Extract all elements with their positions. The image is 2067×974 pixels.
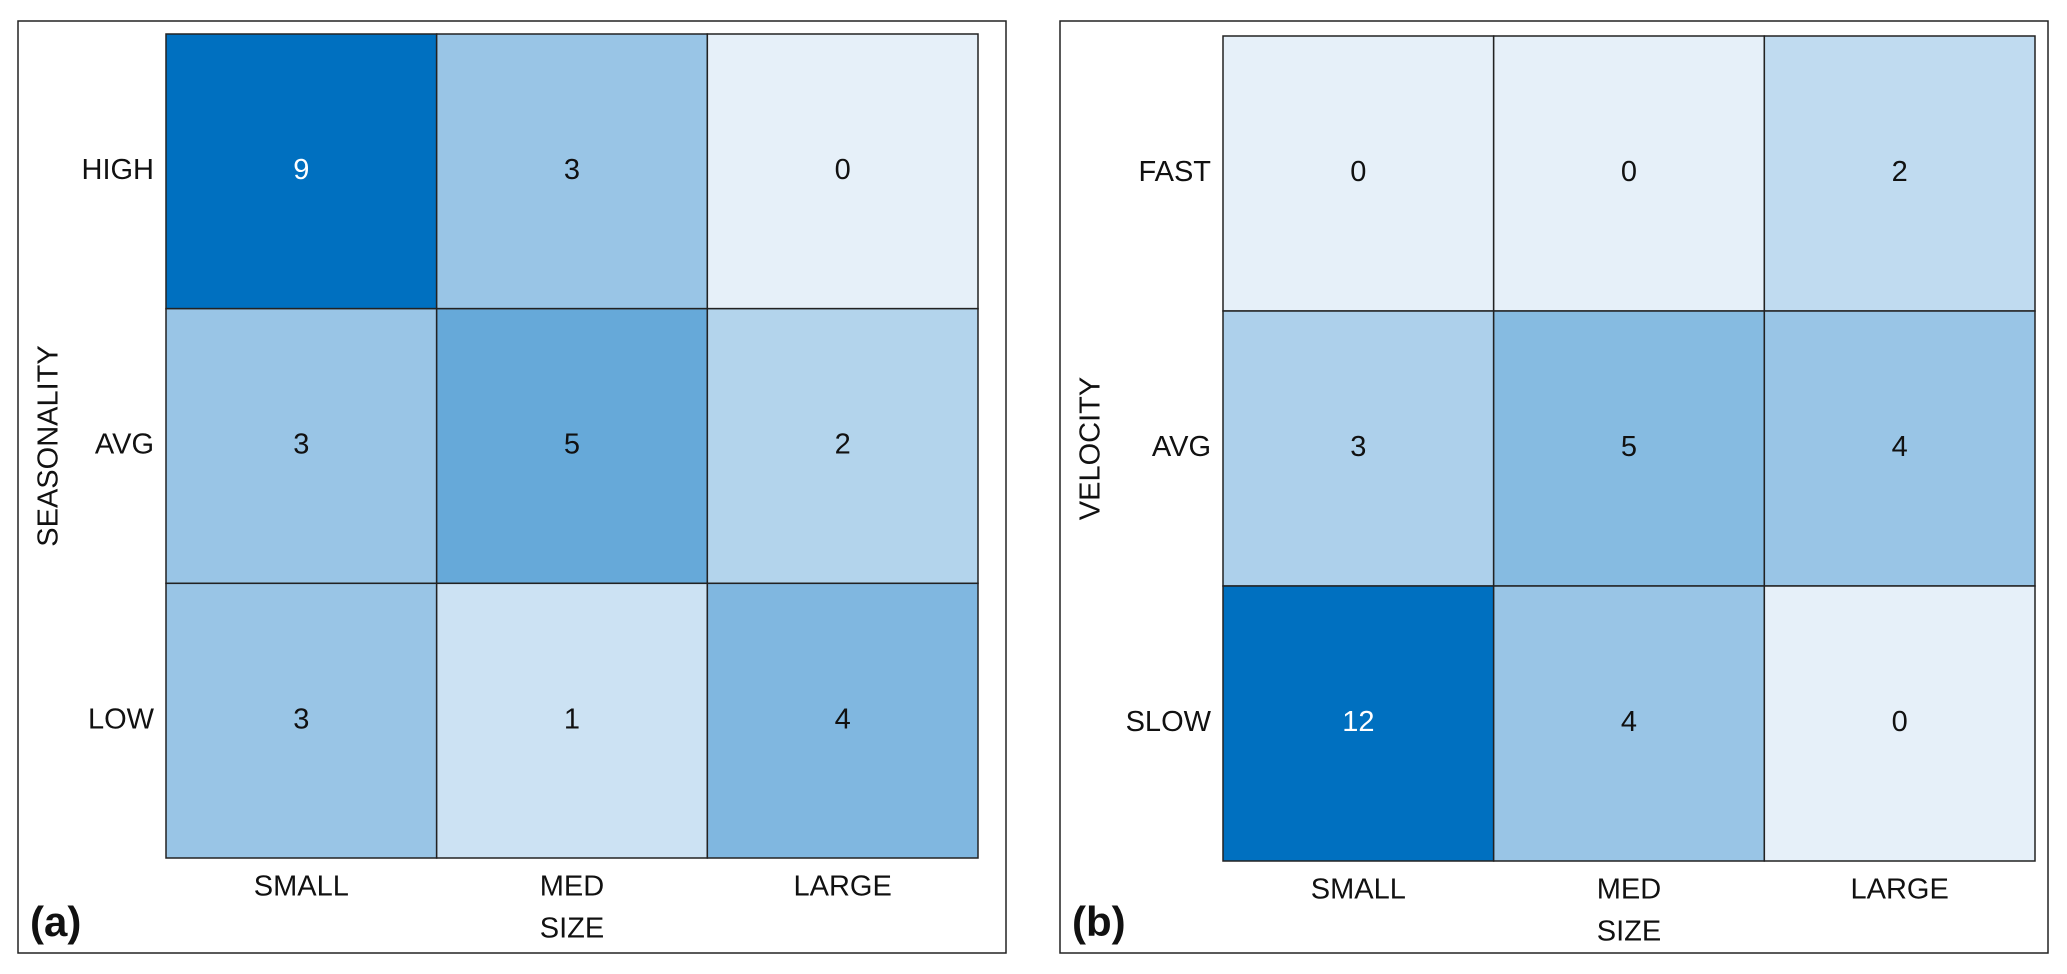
cell-value: 4: [835, 703, 851, 735]
cell-value: 0: [1350, 156, 1366, 188]
heatmap-cell: [1222, 35, 1495, 312]
cell-value: 9: [293, 154, 309, 186]
heatmap-cell: [706, 307, 979, 585]
panel-label: (b): [1072, 898, 1126, 945]
y-tick-label: FAST: [1138, 156, 1211, 188]
x-tick-label: MED: [1597, 874, 1661, 906]
heatmap-cell: [1763, 310, 2036, 587]
heatmap-cell: [1492, 310, 1766, 587]
cell-value: 5: [564, 429, 580, 461]
y-tick-label: AVG: [1152, 431, 1211, 463]
x-tick-label: SMALL: [254, 871, 349, 903]
heatmap-cell: [435, 33, 709, 310]
cell-value: 5: [1621, 431, 1637, 463]
panel-label: (a): [30, 898, 81, 945]
cell-value: 2: [1892, 156, 1908, 188]
heatmap-cell: [706, 582, 979, 859]
y-tick-label: SLOW: [1126, 706, 1212, 738]
heatmap-cell: [706, 33, 979, 310]
cell-value: 0: [1892, 706, 1908, 738]
y-tick-label: HIGH: [82, 154, 155, 186]
y-tick-label: LOW: [88, 703, 155, 735]
heatmap-cell: [1222, 310, 1495, 587]
heatmap-cell: [1492, 35, 1766, 312]
cell-value: 3: [293, 703, 309, 735]
y-axis-label: VELOCITY: [1075, 377, 1107, 520]
heatmap-cell: [1492, 585, 1766, 862]
x-tick-label: LARGE: [1851, 874, 1949, 906]
cell-value: 3: [293, 429, 309, 461]
heatmap-cell: [165, 582, 438, 859]
heatmap-cell: [435, 582, 709, 859]
x-axis-label: SIZE: [1597, 916, 1661, 948]
cell-value: 12: [1342, 706, 1374, 738]
heatmap-cell: [1763, 35, 2036, 312]
panel-frame: [17, 20, 1007, 954]
x-axis-label: SIZE: [540, 913, 604, 945]
x-tick-label: LARGE: [794, 871, 892, 903]
heatmap-cell: [1222, 585, 1495, 862]
x-tick-label: MED: [540, 871, 604, 903]
panel-frame: [1059, 20, 2049, 954]
y-tick-label: AVG: [95, 429, 154, 461]
cell-value: 4: [1621, 706, 1637, 738]
heatmap-cell: [165, 33, 438, 310]
heatmap-cell: [1763, 585, 2036, 862]
cell-value: 3: [1350, 431, 1366, 463]
cell-value: 0: [835, 154, 851, 186]
cell-value: 4: [1892, 431, 1908, 463]
cell-value: 2: [835, 429, 851, 461]
y-axis-label: SEASONALITY: [33, 345, 65, 546]
x-tick-label: SMALL: [1311, 874, 1406, 906]
cell-value: 3: [564, 154, 580, 186]
cell-value: 0: [1621, 156, 1637, 188]
cell-value: 1: [564, 703, 580, 735]
heatmap-cell: [165, 307, 438, 585]
